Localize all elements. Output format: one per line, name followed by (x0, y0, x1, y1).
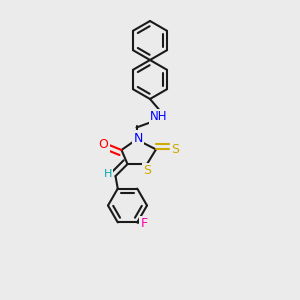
Text: S: S (143, 164, 151, 177)
Text: O: O (99, 138, 108, 152)
Text: S: S (171, 143, 179, 156)
Text: H: H (104, 169, 112, 179)
Text: NH: NH (150, 110, 168, 124)
Text: N: N (133, 131, 143, 145)
Text: F: F (140, 218, 147, 230)
